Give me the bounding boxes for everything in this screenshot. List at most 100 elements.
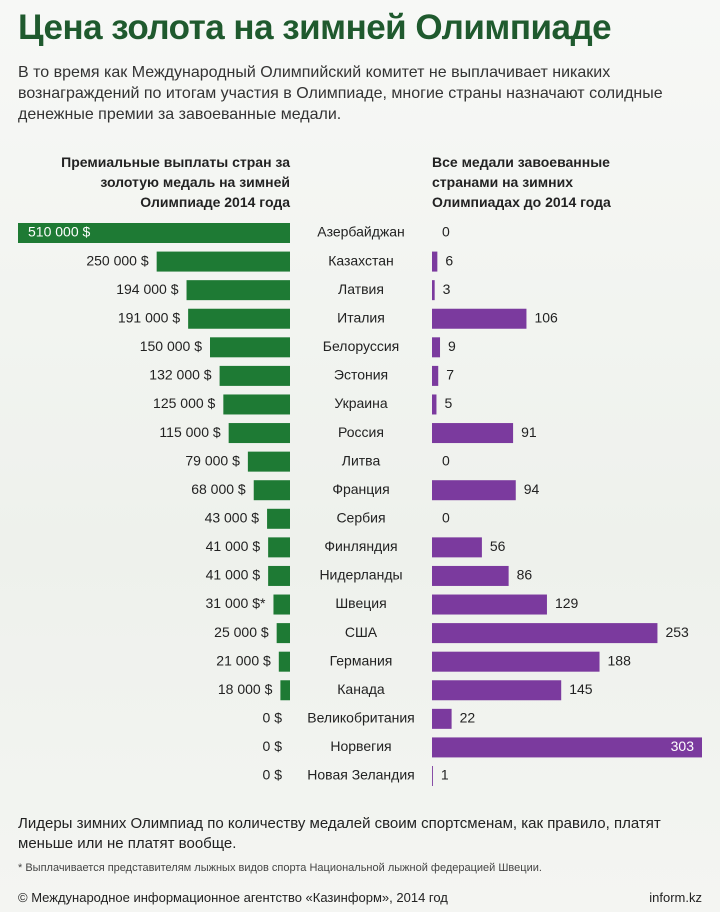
category-label: Азербайджан <box>317 224 405 240</box>
bar <box>432 308 527 329</box>
chart-title: Премиальные выплаты стран за золотую мед… <box>61 154 290 210</box>
value-label: 31 000 $* <box>206 595 266 611</box>
bar <box>432 423 514 444</box>
category-label: Швеция <box>335 595 386 611</box>
category-label: Великобритания <box>307 710 415 726</box>
value-label: 56 <box>490 538 506 554</box>
bar <box>432 766 433 786</box>
category-label: Россия <box>338 424 384 440</box>
category-label: Франция <box>332 481 389 497</box>
value-label: 510 000 $ <box>28 224 90 240</box>
category-label: Новая Зеландия <box>307 767 414 783</box>
bar <box>210 337 290 358</box>
credit: © Международное информационное агентство… <box>18 890 448 905</box>
value-label: 125 000 $ <box>153 395 215 411</box>
category-label: Эстония <box>334 367 388 383</box>
category-label: Германия <box>330 652 393 668</box>
bar <box>432 537 482 558</box>
value-label: 79 000 $ <box>185 452 240 468</box>
bar <box>280 680 290 701</box>
bar <box>188 308 290 329</box>
value-label: 43 000 $ <box>205 509 260 525</box>
value-label: 5 <box>444 395 452 411</box>
value-label: 0 <box>442 452 450 468</box>
category-label: Белоруссия <box>323 338 400 354</box>
bar <box>432 280 435 301</box>
value-label: 188 <box>608 652 632 668</box>
bar <box>432 565 509 586</box>
value-label: 250 000 $ <box>86 252 148 268</box>
value-label: 6 <box>445 252 453 268</box>
category-label: Нидерланды <box>319 567 402 583</box>
value-label: 41 000 $ <box>206 567 261 583</box>
value-label: 303 <box>671 738 695 754</box>
bar <box>432 708 452 729</box>
bar <box>432 394 437 415</box>
value-label: 86 <box>517 567 533 583</box>
category-label: Сербия <box>336 509 385 525</box>
category-label: Украина <box>334 395 388 411</box>
value-label: 132 000 $ <box>149 367 211 383</box>
value-label: 1 <box>441 767 449 783</box>
footnote: * Выплачивается представителям лыжных ви… <box>18 862 542 874</box>
value-label: 7 <box>446 367 454 383</box>
value-label: 0 $ <box>263 738 283 754</box>
bar <box>432 651 600 672</box>
bar <box>156 251 290 272</box>
value-label: 94 <box>524 481 540 497</box>
bar <box>268 565 290 586</box>
bar <box>228 423 290 444</box>
subtitle: В то время как Международный Олимпийский… <box>18 64 663 123</box>
note: Лидеры зимних Олимпиад по количеству мед… <box>18 815 661 852</box>
value-label: 106 <box>534 309 558 325</box>
bar <box>273 594 290 615</box>
value-label: 3 <box>443 281 451 297</box>
value-label: 191 000 $ <box>118 309 180 325</box>
value-label: 21 000 $ <box>216 652 271 668</box>
category-label: Казахстан <box>328 252 394 268</box>
bar <box>278 651 290 672</box>
value-label: 253 <box>665 624 689 640</box>
category-label: Италия <box>337 309 385 325</box>
value-label: 22 <box>460 710 476 726</box>
category-label: Финляндия <box>324 538 397 554</box>
category-label: Литва <box>342 452 381 468</box>
value-label: 18 000 $ <box>218 681 273 697</box>
bar <box>18 223 290 243</box>
value-label: 145 <box>569 681 593 697</box>
category-label: США <box>345 624 378 640</box>
value-label: 25 000 $ <box>214 624 269 640</box>
bar <box>223 394 290 415</box>
bar <box>432 251 438 272</box>
category-label: Канада <box>337 681 385 697</box>
bar <box>432 680 562 701</box>
value-label: 0 <box>442 224 450 240</box>
bar <box>432 365 439 386</box>
value-label: 0 $ <box>263 767 283 783</box>
title: Цена золота на зимней Олимпиаде <box>18 8 612 47</box>
value-label: 129 <box>555 595 579 611</box>
source: inform.kz <box>649 890 702 905</box>
value-label: 41 000 $ <box>206 538 261 554</box>
bar <box>432 337 441 358</box>
bar <box>186 280 290 301</box>
value-label: 150 000 $ <box>140 338 202 354</box>
bar <box>432 737 702 758</box>
bar <box>432 480 516 501</box>
value-label: 68 000 $ <box>191 481 246 497</box>
category-label: Норвегия <box>330 738 391 754</box>
bar <box>247 451 290 472</box>
value-label: 0 $ <box>263 710 283 726</box>
category-label: Латвия <box>338 281 384 297</box>
bar <box>267 508 290 529</box>
bar <box>432 623 658 644</box>
bar <box>268 537 290 558</box>
value-label: 0 <box>442 509 450 525</box>
value-label: 9 <box>448 338 456 354</box>
value-label: 115 000 $ <box>159 424 220 440</box>
chart-title: Все медали завоеванные странами на зимни… <box>432 154 611 210</box>
bar <box>432 594 547 615</box>
bar <box>276 623 290 644</box>
